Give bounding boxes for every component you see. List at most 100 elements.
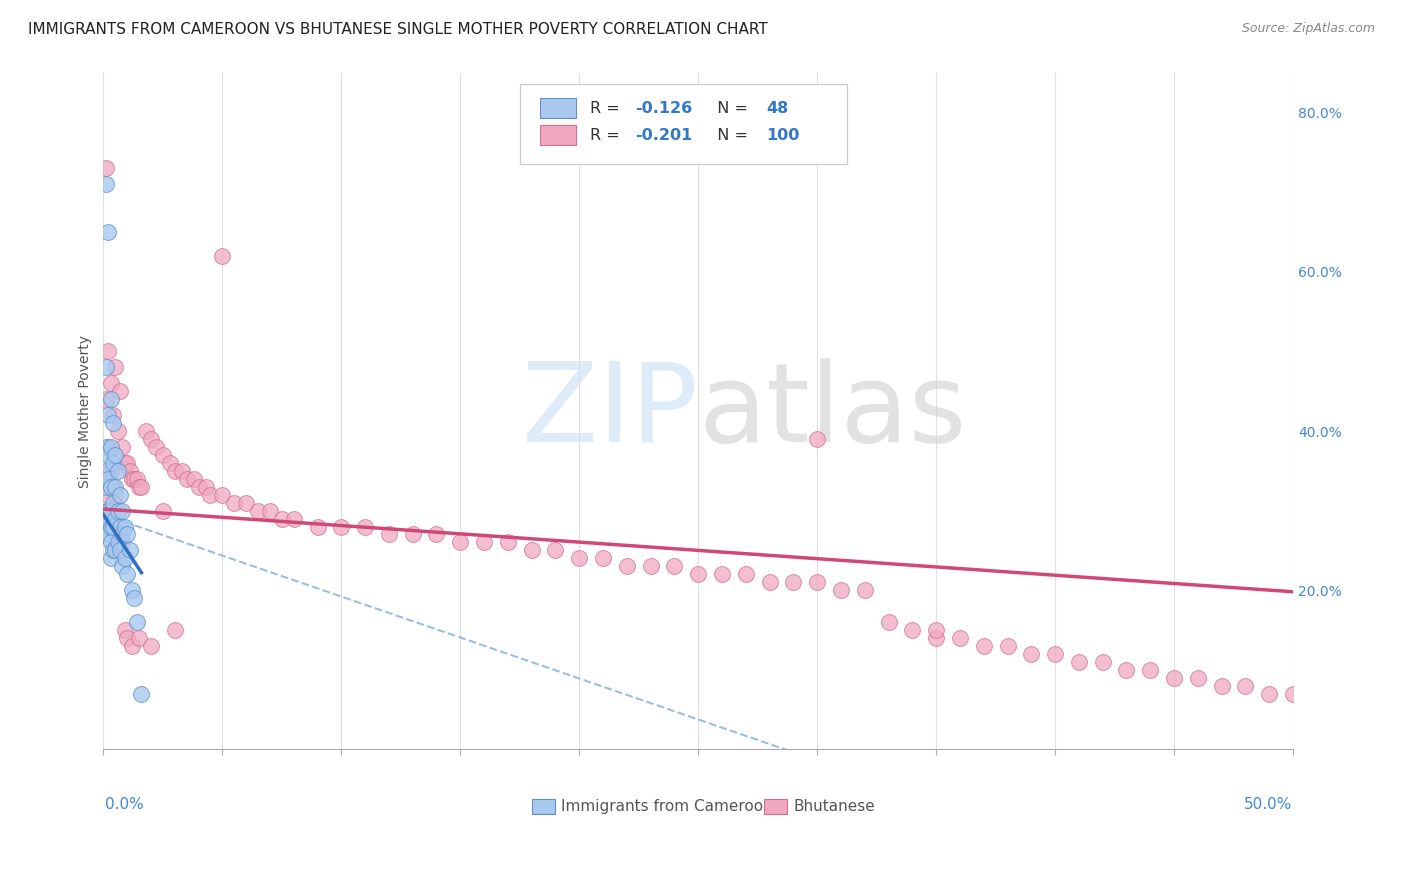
Text: N =: N =: [707, 101, 752, 116]
Point: [108, 535, 131, 549]
Point: [101, 496, 124, 510]
Point: [107, 503, 129, 517]
Point: [664, 559, 686, 574]
Point: [118, 543, 141, 558]
Point: [97, 408, 120, 422]
Point: [949, 631, 972, 645]
Point: [877, 615, 900, 629]
Point: [135, 424, 157, 438]
Point: [100, 480, 122, 494]
Point: [378, 527, 401, 541]
Point: [1211, 679, 1233, 693]
Text: ZIP: ZIP: [523, 358, 699, 465]
Point: [97, 472, 120, 486]
Point: [100, 503, 122, 517]
Point: [1021, 647, 1043, 661]
Point: [270, 511, 292, 525]
Point: [111, 503, 134, 517]
Point: [100, 392, 122, 407]
Point: [100, 464, 122, 478]
Text: 100: 100: [766, 128, 800, 143]
Point: [114, 623, 136, 637]
Point: [354, 519, 377, 533]
Point: [108, 488, 131, 502]
Text: -0.126: -0.126: [636, 101, 692, 116]
Point: [997, 639, 1019, 653]
Point: [853, 583, 876, 598]
Bar: [531, 798, 555, 814]
Point: [1091, 655, 1114, 669]
Point: [111, 440, 134, 454]
Point: [616, 559, 638, 574]
Point: [1282, 687, 1305, 701]
Point: [100, 519, 122, 533]
Point: [114, 456, 136, 470]
Point: [100, 535, 122, 549]
Point: [176, 472, 198, 486]
Point: [734, 567, 756, 582]
Text: IMMIGRANTS FROM CAMEROON VS BHUTANESE SINGLE MOTHER POVERTY CORRELATION CHART: IMMIGRANTS FROM CAMEROON VS BHUTANESE SI…: [28, 22, 768, 37]
Point: [114, 519, 136, 533]
Point: [100, 519, 122, 533]
Point: [115, 631, 138, 645]
Point: [94, 392, 117, 407]
Point: [1234, 679, 1257, 693]
Point: [94, 511, 117, 525]
Point: [107, 535, 129, 549]
Point: [472, 535, 495, 549]
Point: [139, 639, 162, 653]
Point: [97, 448, 120, 462]
Point: [94, 360, 117, 375]
Point: [139, 432, 162, 446]
Point: [307, 519, 329, 533]
Point: [94, 161, 117, 176]
Point: [330, 519, 353, 533]
Point: [94, 440, 117, 454]
Point: [496, 535, 519, 549]
Point: [100, 376, 122, 391]
Point: [711, 567, 734, 582]
Point: [152, 448, 174, 462]
Point: [830, 583, 852, 598]
Text: Source: ZipAtlas.com: Source: ZipAtlas.com: [1241, 22, 1375, 36]
Point: [1067, 655, 1090, 669]
Bar: [763, 798, 787, 814]
Point: [94, 178, 117, 192]
Text: R =: R =: [591, 101, 624, 116]
Point: [131, 480, 153, 494]
Point: [100, 551, 122, 566]
Point: [97, 488, 120, 502]
Point: [121, 639, 143, 653]
Point: [108, 384, 131, 399]
Point: [101, 408, 124, 422]
Point: [108, 543, 131, 558]
Point: [104, 488, 127, 502]
Point: [114, 551, 136, 566]
Point: [107, 464, 129, 478]
Point: [94, 519, 117, 533]
Point: [121, 472, 143, 486]
Point: [145, 440, 167, 454]
Point: [125, 615, 148, 629]
Point: [688, 567, 710, 582]
Point: [118, 464, 141, 478]
Point: [973, 639, 995, 653]
Point: [163, 623, 186, 637]
Point: [806, 432, 828, 446]
Point: [115, 527, 138, 541]
Point: [128, 480, 150, 494]
Point: [925, 623, 948, 637]
Point: [211, 488, 233, 502]
Point: [97, 527, 120, 541]
Text: 0.0%: 0.0%: [104, 797, 143, 812]
Point: [121, 583, 143, 598]
Point: [1043, 647, 1066, 661]
Point: [194, 480, 217, 494]
Point: [128, 631, 150, 645]
Point: [235, 496, 257, 510]
Point: [97, 440, 120, 454]
Point: [104, 511, 127, 525]
Point: [224, 496, 246, 510]
Point: [107, 424, 129, 438]
Point: [901, 623, 924, 637]
